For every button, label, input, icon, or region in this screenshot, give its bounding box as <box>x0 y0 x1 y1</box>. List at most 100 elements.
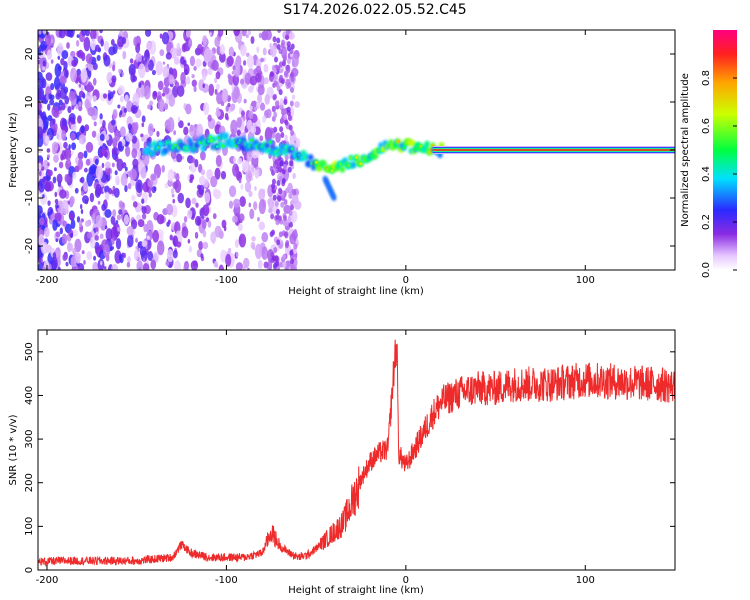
heatmap-cell <box>38 205 43 216</box>
heatmap-cell <box>195 58 202 68</box>
heatmap-cell <box>194 158 199 168</box>
signal-blob <box>372 153 379 160</box>
heatmap-cell <box>180 72 186 84</box>
heatmap-cell <box>187 122 191 127</box>
heatmap-cell <box>110 38 115 46</box>
heatmap-cell <box>293 243 298 250</box>
heatmap-cell <box>189 55 196 67</box>
heatmap-cell <box>41 111 47 121</box>
heatmap-cell <box>233 30 241 37</box>
heatmap-cell <box>101 146 106 155</box>
heatmap-cell <box>60 58 65 66</box>
heatmap-cell <box>171 193 175 198</box>
spectrogram-y-label: Frequency (Hz) <box>8 112 19 188</box>
signal-blob <box>147 142 153 149</box>
heatmap-cell <box>147 250 154 262</box>
heatmap-cell <box>287 166 292 173</box>
heatmap-cell <box>229 104 235 112</box>
heatmap-cell <box>183 126 189 136</box>
colorbar-tick-label: 0.4 <box>701 166 712 182</box>
heatmap-cell <box>59 75 67 85</box>
heatmap-cell <box>44 135 50 144</box>
heatmap-cell <box>174 260 181 270</box>
heatmap-cell <box>258 221 265 231</box>
heatmap-cell <box>271 106 276 113</box>
heatmap-cell <box>54 191 58 198</box>
y-tick-label: 400 <box>24 386 35 405</box>
signal-blob <box>303 153 310 160</box>
heatmap-cell <box>111 237 115 245</box>
heatmap-cell <box>283 99 288 106</box>
heatmap-cell <box>264 94 270 105</box>
heatmap-cell <box>217 30 224 37</box>
heatmap-cell <box>116 158 124 172</box>
heatmap-cell <box>42 30 47 35</box>
heatmap-cell <box>141 154 146 160</box>
heatmap-cell <box>153 251 160 264</box>
heatmap-cell <box>206 169 213 180</box>
heatmap-cell <box>173 56 180 65</box>
heatmap-cell <box>263 57 266 62</box>
heatmap-cell <box>45 94 49 101</box>
signal-blob <box>355 155 359 160</box>
heatmap-cell <box>250 126 257 134</box>
heatmap-cell <box>149 100 154 106</box>
heatmap-cell <box>279 126 284 133</box>
heatmap-cell <box>79 204 83 210</box>
heatmap-cell <box>266 260 273 270</box>
heatmap-cell <box>95 44 100 52</box>
heatmap-cell <box>81 52 86 62</box>
heatmap-cell <box>66 42 70 49</box>
signal-blob <box>188 141 195 148</box>
heatmap-cell <box>78 83 82 88</box>
heatmap-cell <box>241 160 249 173</box>
heatmap-cell <box>70 256 77 268</box>
heatmap-cell <box>59 189 67 199</box>
heatmap-cell <box>215 71 221 80</box>
heatmap-cell <box>125 145 131 157</box>
heatmap-cell <box>75 256 81 264</box>
heatmap-cell <box>123 214 130 225</box>
heatmap-cell <box>288 124 293 131</box>
heatmap-cell <box>282 215 287 222</box>
heatmap-cell <box>213 189 222 200</box>
heatmap-cell <box>259 135 264 142</box>
x-tick-label: -200 <box>36 275 59 286</box>
heatmap-cell <box>69 195 75 205</box>
heatmap-cell <box>226 55 234 67</box>
heatmap-cell <box>212 213 217 220</box>
heatmap-cell <box>166 203 174 216</box>
heatmap-cell <box>162 66 169 78</box>
heatmap-cell <box>250 241 256 249</box>
heatmap-cell <box>52 176 57 184</box>
heatmap-cell <box>224 112 229 120</box>
heatmap-cell <box>195 232 198 238</box>
heatmap-cell <box>255 72 262 83</box>
heatmap-cell <box>137 219 145 228</box>
x-tick-label: 0 <box>403 575 409 586</box>
heatmap-cell <box>86 231 93 239</box>
heatmap-cell <box>281 39 286 46</box>
signal-blob <box>424 140 430 148</box>
heatmap-cell <box>131 195 136 201</box>
carrier-band <box>432 149 675 151</box>
y-tick-label: 0 <box>24 567 35 573</box>
heatmap-cell <box>194 215 202 227</box>
heatmap-cell <box>198 175 206 186</box>
heatmap-cell <box>38 162 42 170</box>
heatmap-cell <box>181 43 187 53</box>
heatmap-cell <box>136 214 142 221</box>
heatmap-cell <box>134 121 139 131</box>
signal-blob <box>349 156 353 160</box>
heatmap-cell <box>100 260 103 266</box>
heatmap-cell <box>59 227 64 235</box>
heatmap-cell <box>111 75 117 83</box>
heatmap-cell <box>250 36 255 45</box>
heatmap-cell <box>192 260 198 267</box>
heatmap-cell <box>138 63 146 79</box>
heatmap-cell <box>106 71 113 84</box>
heatmap-cell <box>225 253 232 267</box>
heatmap-cell <box>221 88 229 103</box>
heatmap-cell <box>131 135 138 144</box>
heatmap-cell <box>228 46 235 57</box>
